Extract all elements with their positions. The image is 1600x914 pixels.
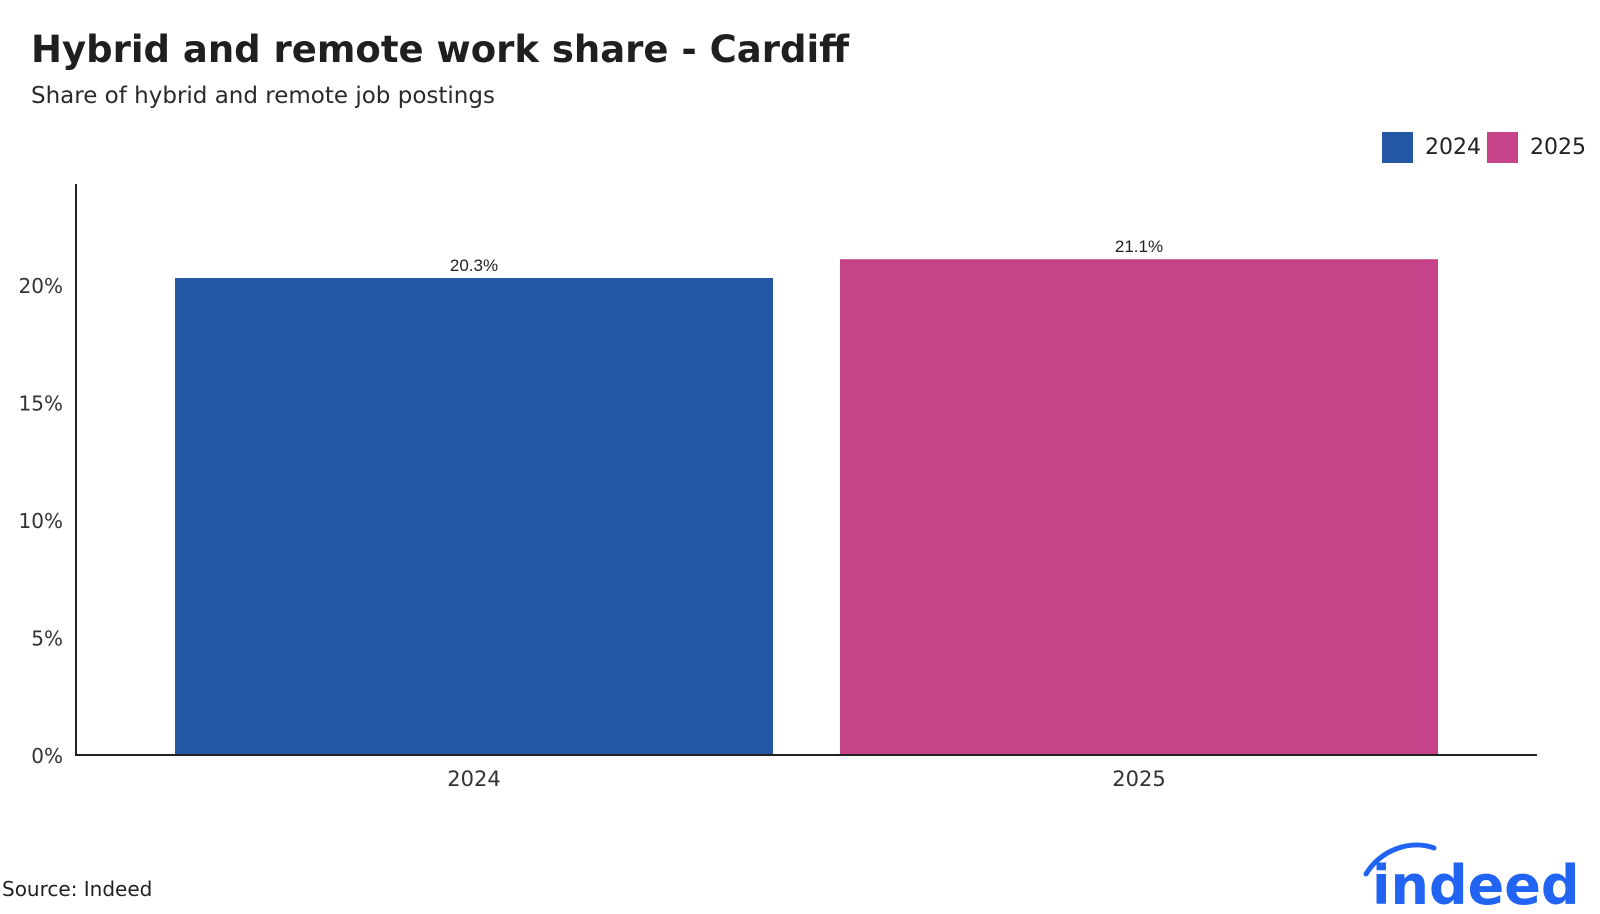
chart-legend: 2024 2025 (1376, 132, 1586, 163)
legend-item-2025: 2025 (1487, 132, 1586, 163)
y-tick-label-10: 10% (19, 509, 63, 533)
y-tick-label-20: 20% (19, 274, 63, 298)
y-tick-label-15: 15% (19, 392, 63, 416)
logo-text: indeed (1372, 854, 1580, 912)
indeed-logo: indeed (1363, 842, 1580, 912)
legend-item-2024: 2024 (1382, 132, 1481, 163)
data-label-2024: 20.3% (450, 256, 498, 275)
y-tick-label-0: 0% (31, 744, 63, 768)
x-tick-label-2024: 2024 (447, 767, 500, 791)
bar-2025 (840, 259, 1438, 755)
legend-swatch-2025 (1487, 132, 1518, 163)
logo-arc-icon (1363, 842, 1437, 877)
data-label-2025: 21.1% (1115, 237, 1163, 256)
y-tick-label-5: 5% (31, 627, 63, 651)
source-note: Source: Indeed (2, 877, 153, 901)
legend-label-2024: 2024 (1425, 135, 1481, 160)
chart-subtitle: Share of hybrid and remote job postings (31, 83, 495, 109)
chart-title: Hybrid and remote work share - Cardiff (31, 28, 850, 71)
x-tick-label-2025: 2025 (1112, 767, 1165, 791)
legend-swatch-2024 (1382, 132, 1413, 163)
legend-label-2025: 2025 (1530, 135, 1586, 160)
bar-2024 (175, 277, 773, 755)
